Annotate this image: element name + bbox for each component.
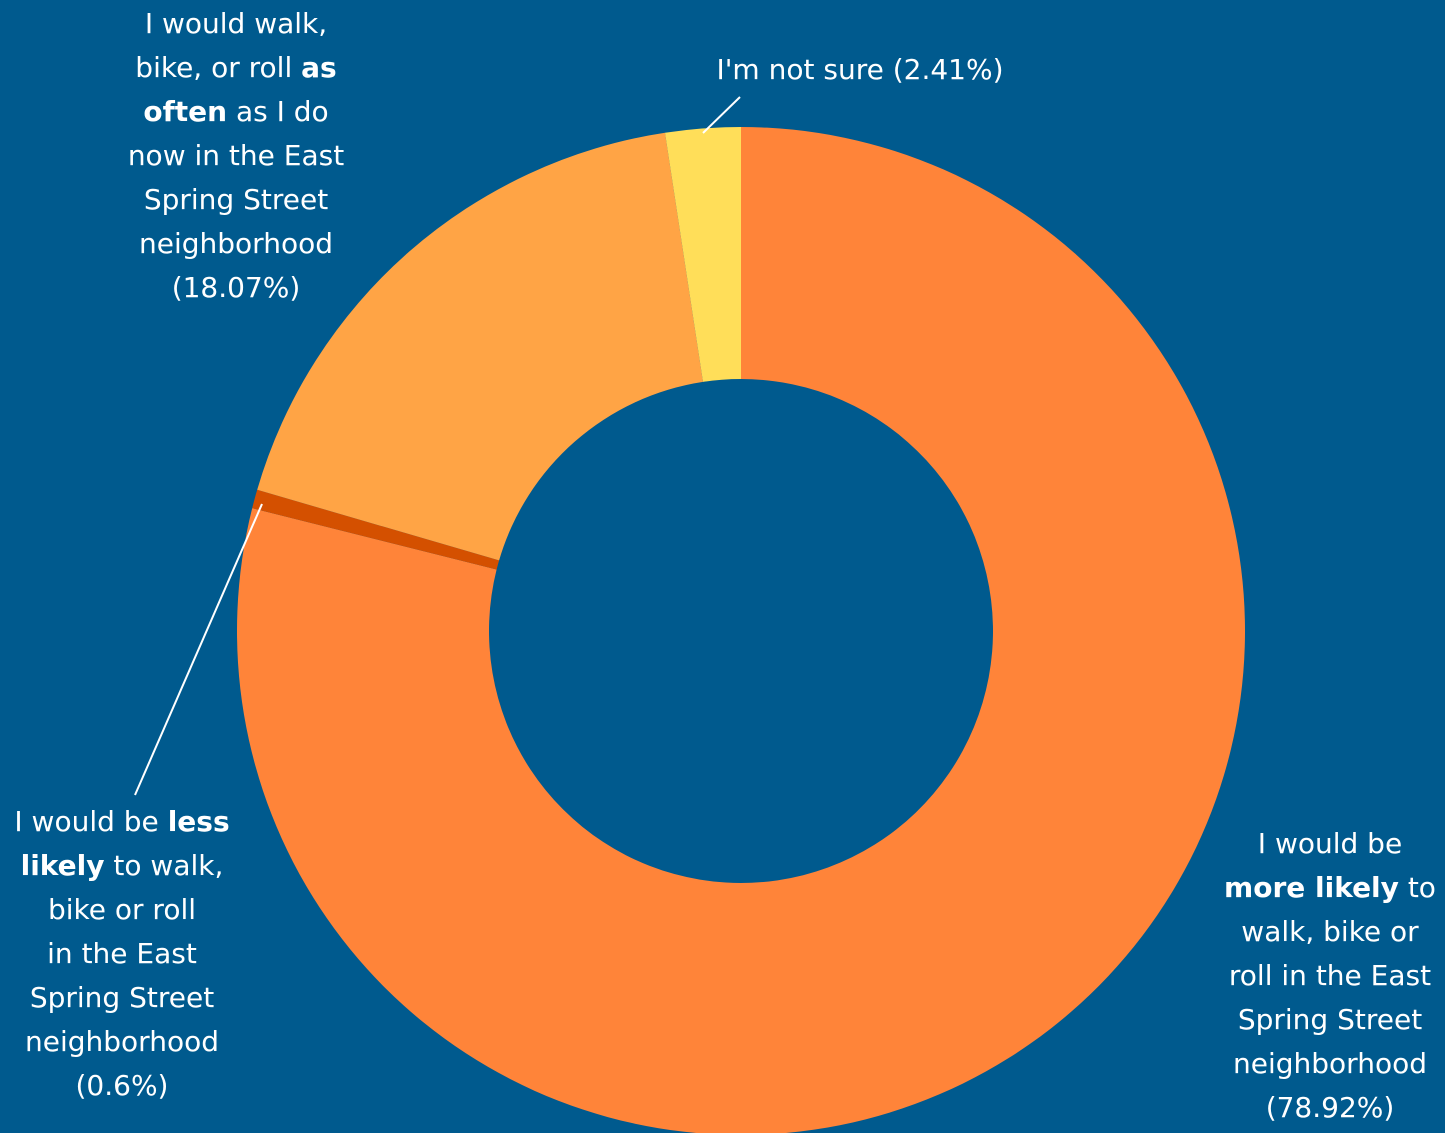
slice-often [257, 132, 703, 561]
label-text-bold: often [143, 95, 228, 128]
label-text: to [1398, 871, 1436, 904]
label-percent: (78.92%) [1265, 1091, 1395, 1124]
label-text: I would be [14, 805, 168, 838]
label-text: roll in the East [1228, 959, 1432, 992]
label-text: neighborhood [139, 227, 333, 260]
slice-notsure [664, 127, 741, 382]
label-text: I'm not sure (2.41%) [716, 53, 1004, 86]
label-text: in the East [47, 937, 197, 970]
label-percent: (18.07%) [171, 271, 301, 304]
leader-lines [134, 96, 741, 796]
label-text: I would be [1257, 827, 1403, 860]
slice-less [252, 489, 500, 570]
label-text: walk, bike or [1241, 915, 1419, 948]
label-text: now in the East [127, 139, 345, 172]
leader-line-notsure [702, 96, 741, 134]
label-text-bold: more likely [1224, 871, 1399, 904]
label-as-often: I would walk, bike, or roll as often as … [95, 2, 377, 310]
label-not-sure: I'm not sure (2.41%) [690, 48, 1030, 92]
slice-more [237, 127, 1245, 1133]
label-text: neighborhood [1233, 1047, 1427, 1080]
label-more-likely: I would be more likely to walk, bike or … [1212, 822, 1445, 1130]
label-text: bike, or roll [135, 51, 302, 84]
label-text: I would walk, [144, 7, 328, 40]
label-text: bike or roll [47, 893, 197, 926]
leader-line-less [134, 503, 263, 796]
label-text: Spring Street [143, 183, 329, 216]
label-text-bold: as [301, 51, 337, 84]
slices-group [237, 127, 1245, 1133]
label-text: as I do [227, 95, 329, 128]
label-text-bold: likely [20, 849, 105, 882]
label-less-likely: I would be less likely to walk, bike or … [0, 800, 244, 1108]
label-text: to walk, [104, 849, 224, 882]
label-text-bold: less [167, 805, 230, 838]
label-percent: (0.6%) [75, 1069, 169, 1102]
label-text: neighborhood [25, 1025, 219, 1058]
label-text: Spring Street [29, 981, 215, 1014]
label-text: Spring Street [1237, 1003, 1423, 1036]
